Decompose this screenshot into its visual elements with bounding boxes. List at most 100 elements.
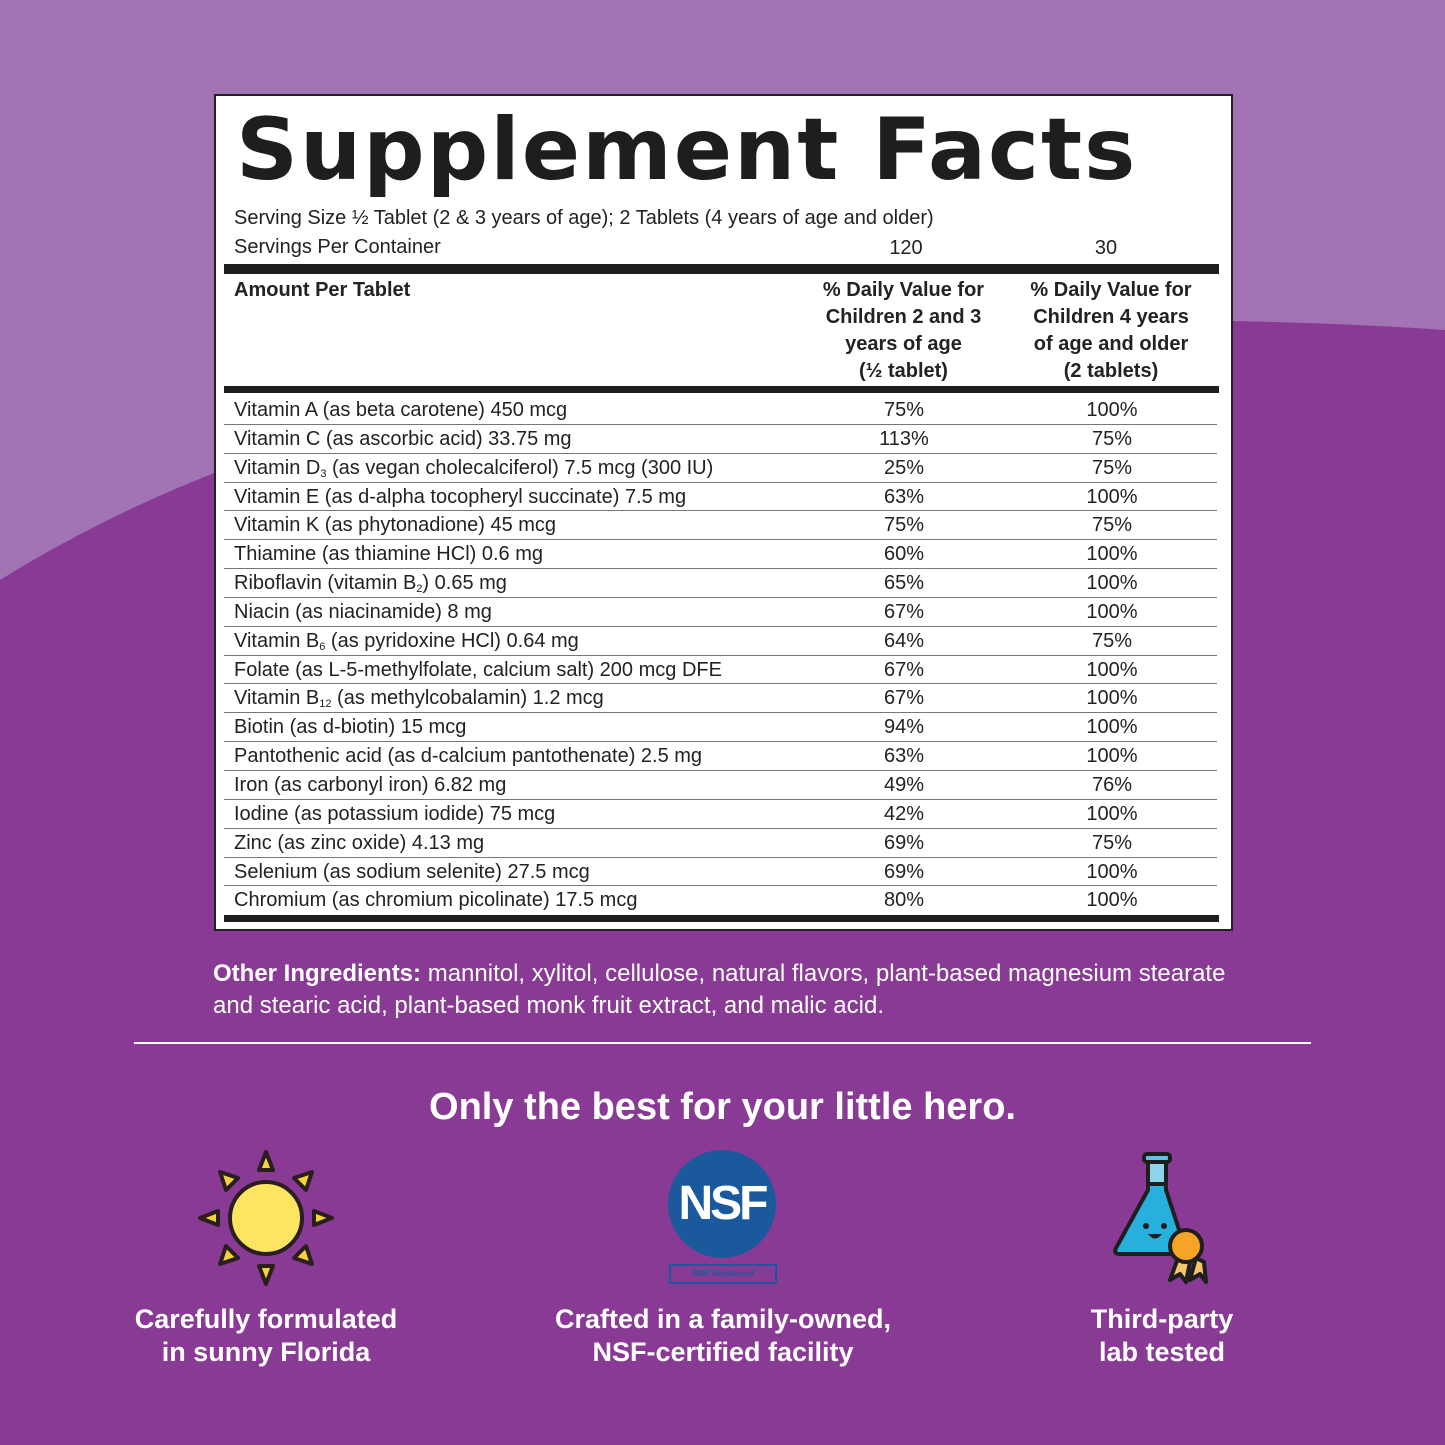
dv-children-2-3: 67% <box>883 600 925 623</box>
dv-children-4-plus: 100% <box>1086 802 1138 825</box>
other-ingredients-label: Other Ingredients: <box>213 960 422 987</box>
nutrient-name-text: Vitamin B <box>234 687 320 710</box>
nutrient-row: Riboflavin (vitamin B2) 0.65 mg 65% 100% <box>224 569 1217 598</box>
dv-children-4-plus: 100% <box>1086 889 1138 912</box>
tagline: Only the best for your little hero. <box>429 1086 1016 1128</box>
dv-children-2-3: 75% <box>883 399 925 421</box>
nutrient-name-text: Selenium (as sodium selenite) 27.5 mcg <box>234 860 590 883</box>
amount-header: Amount Per Tablet <box>234 279 411 301</box>
nutrient-subscript: 3 <box>320 467 327 480</box>
dv-children-2-3: 67% <box>883 658 925 681</box>
nutrient-subscript: 12 <box>319 698 332 711</box>
dv-children-4-plus: 100% <box>1086 572 1138 595</box>
dv-children-4-plus: 100% <box>1086 399 1138 421</box>
nutrient-name-text: Iodine (as potassium iodide) 75 mcg <box>234 802 556 825</box>
nutrient-name-text: Thiamine (as thiamine HCl) 0.6 mg <box>234 543 543 566</box>
nutrient-subscript: 6 <box>319 640 326 653</box>
serving-size: Serving Size ½ Tablet (2 & 3 years of ag… <box>234 207 934 229</box>
feature-line: Crafted in a family-owned, <box>554 1304 892 1334</box>
nutrient-name-text: Vitamin A (as beta carotene) 450 mcg <box>234 399 568 421</box>
dv-children-2-3: 94% <box>883 716 925 739</box>
nutrient-name: Vitamin A (as beta carotene) 450 mcg <box>234 399 567 421</box>
dv-children-2-3: 113% <box>879 427 929 450</box>
nutrient-name-text: Niacin (as niacinamide) 8 mg <box>234 600 492 623</box>
nutrient-name: Iodine (as potassium iodide) 75 mcg <box>234 803 555 825</box>
dv-children-4-plus: 100% <box>1086 716 1138 739</box>
dv-children-2-3: 80% <box>883 889 925 912</box>
col1-header-line: Children 2 and 3 <box>825 306 982 328</box>
other-ingredients: Other Ingredients: mannitol, xylitol, ce… <box>213 958 1233 1022</box>
dv-children-4-plus: 100% <box>1086 860 1138 883</box>
dv-children-2-3: 65% <box>883 572 925 595</box>
nutrient-name: Vitamin B6 (as pyridoxine HCl) 0.64 mg <box>234 629 579 653</box>
dv-children-2-3: 75% <box>883 514 925 537</box>
feature-line: Carefully formulated <box>134 1304 398 1334</box>
servings-col2: 30 <box>1094 237 1118 259</box>
nutrient-row: Niacin (as niacinamide) 8 mg 67% 100% <box>224 598 1217 627</box>
nutrient-name-rest: (as pyridoxine HCl) 0.64 mg <box>325 629 579 652</box>
nutrient-name: Vitamin C (as ascorbic acid) 33.75 mg <box>234 428 572 450</box>
nutrient-name-text: Folate (as L-5-methylfolate, calcium sal… <box>234 658 722 681</box>
header-divider <box>224 386 1219 393</box>
nutrient-row: Thiamine (as thiamine HCl) 0.6 mg 60% 100% <box>224 540 1217 570</box>
nutrient-name: Zinc (as zinc oxide) 4.13 mg <box>234 832 484 854</box>
servings-col1: 120 <box>889 237 923 259</box>
nutrient-name-text: Chromium (as chromium picolinate) 17.5 m… <box>234 889 638 912</box>
nutrient-row: Vitamin A (as beta carotene) 450 mcg 75% 1… <box>224 396 1217 425</box>
dv-children-2-3: 67% <box>883 687 925 710</box>
nutrient-row: Selenium (as sodium selenite) 27.5 mcg 69… <box>224 858 1217 887</box>
nutrient-name: Vitamin E (as d-alpha tocopheryl succina… <box>234 486 686 508</box>
nutrient-name-rest: (as methylcobalamin) 1.2 mcg <box>331 687 604 710</box>
flask-ribbon-icon <box>1113 1152 1208 1284</box>
dv-children-2-3: 25% <box>883 456 925 479</box>
bottom-divider <box>224 915 1219 922</box>
nutrient-row: Vitamin D3 (as vegan cholecalciferol) 7.… <box>224 454 1217 483</box>
feature-nsf: Crafted in a family-owned, NSF-certified … <box>513 1303 933 1369</box>
supplement-facts-panel: Supplement Facts Serving Size ½ Tablet (… <box>214 94 1233 931</box>
dv-children-2-3: 69% <box>883 831 925 854</box>
col2-header-line: % Daily Value for <box>1030 279 1192 301</box>
nutrient-name-rest: (as vegan cholecalciferol) 7.5 mcg (300 … <box>326 456 714 479</box>
dv-children-4-plus: 100% <box>1086 600 1138 623</box>
feature-lab-tested: Third-party lab tested <box>952 1303 1372 1369</box>
col2-header-line: Children 4 years <box>1033 306 1189 328</box>
nutrient-name-text: Zinc (as zinc oxide) 4.13 mg <box>234 831 485 854</box>
dv-children-2-3: 69% <box>883 860 925 883</box>
dv-children-4-plus: 76% <box>1091 773 1133 796</box>
nutrient-name: Folate (as L-5-methylfolate, calcium sal… <box>234 659 722 681</box>
nutrient-name-text: Vitamin C (as ascorbic acid) 33.75 mg <box>234 427 572 450</box>
col1-header-line: years of age <box>845 333 962 355</box>
dv-children-4-plus: 100% <box>1086 485 1138 508</box>
feature-line: NSF-certified facility <box>592 1337 854 1367</box>
nutrient-row: Folate (as L-5-methylfolate, calcium sal… <box>224 656 1217 685</box>
nutrient-name-rest: ) 0.65 mg <box>422 572 507 595</box>
nutrient-row: Biotin (as d-biotin) 15 mcg 94% 100% <box>224 713 1217 743</box>
feature-line: in sunny Florida <box>161 1337 371 1367</box>
gmp-badge: GMP Registered <box>669 1264 777 1284</box>
nutrient-name-text: Pantothenic acid (as d-calcium pantothen… <box>234 745 703 768</box>
dv-children-4-plus: 75% <box>1091 629 1133 652</box>
dv-children-4-plus: 75% <box>1091 427 1133 450</box>
servings-label: Servings Per Container <box>234 236 441 258</box>
dv-children-2-3: 63% <box>883 745 925 768</box>
feature-line: Third-party <box>1090 1304 1234 1334</box>
other-ingredients-text: mannitol, xylitol, cellulose, natural fl… <box>213 960 1226 1019</box>
nutrient-name: Riboflavin (vitamin B2) 0.65 mg <box>234 572 507 595</box>
nutrient-row: Iron (as carbonyl iron) 6.82 mg 49% 76% <box>224 771 1217 800</box>
nutrient-name: Thiamine (as thiamine HCl) 0.6 mg <box>234 543 543 565</box>
col1-header-line: % Daily Value for <box>822 279 985 301</box>
nutrient-name-text: Vitamin B <box>234 629 320 652</box>
nutrient-name-text: Vitamin D <box>234 456 321 479</box>
nsf-logo: NSF <box>668 1150 776 1258</box>
col2-header: % Daily Value for Children 4 years of age … <box>1011 277 1211 385</box>
thick-divider <box>224 264 1219 274</box>
dv-children-4-plus: 75% <box>1091 456 1133 479</box>
nutrient-row: Pantothenic acid (as d-calcium pantothen… <box>224 742 1217 771</box>
dv-children-4-plus: 100% <box>1086 658 1138 681</box>
divider <box>134 1042 1311 1044</box>
nutrient-name: Chromium (as chromium picolinate) 17.5 m… <box>234 889 637 911</box>
col1-header-line: (½ tablet) <box>859 360 948 382</box>
dv-children-2-3: 64% <box>883 629 925 652</box>
dv-children-2-3: 63% <box>883 485 925 508</box>
nutrient-row: Chromium (as chromium picolinate) 17.5 m… <box>224 886 1217 915</box>
